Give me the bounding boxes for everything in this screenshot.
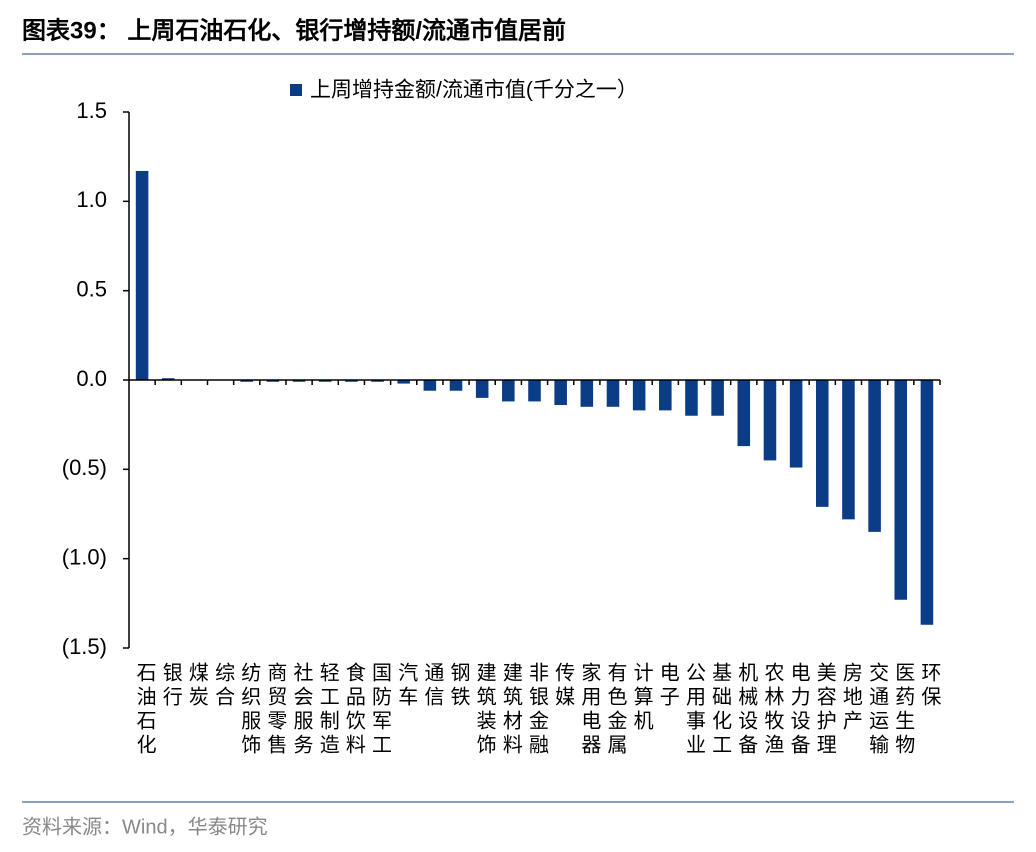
x-tick-label: 纺织服饰	[238, 662, 261, 758]
bar	[318, 380, 332, 382]
bar	[475, 380, 489, 398]
x-tick-label: 汽车	[395, 662, 418, 710]
x-tick-label: 综合	[212, 662, 235, 710]
x-tick-label: 轻工制造	[316, 662, 339, 758]
bar	[161, 378, 175, 380]
bar	[449, 380, 463, 391]
x-tick-label: 交通运输	[866, 662, 889, 758]
x-tick-label: 基础化工	[709, 662, 732, 758]
bar	[868, 380, 881, 532]
bar	[763, 380, 777, 461]
x-tick-label: 机械设备	[735, 662, 758, 758]
bar	[894, 380, 908, 600]
x-tick-label: 商贸零售	[264, 662, 287, 758]
x-tick-label: 电子	[656, 662, 678, 710]
x-tick-label: 社会服务	[290, 662, 313, 758]
x-tick-label: 钢铁	[447, 662, 470, 710]
x-tick-label: 有色金属	[604, 662, 627, 758]
y-tick-label: 0.5	[76, 276, 107, 301]
x-tick-label: 食品饮料	[342, 662, 365, 758]
y-tick-label: 1.0	[76, 187, 107, 212]
y-tick-label: 0.0	[76, 366, 107, 391]
bar	[135, 170, 149, 380]
bar	[266, 380, 280, 382]
x-tick-label: 家用电器	[578, 662, 601, 758]
bar	[737, 380, 751, 447]
x-tick-label: 美容护理	[813, 662, 836, 758]
x-tick-label: 计算机	[630, 662, 653, 734]
bar	[789, 380, 803, 468]
bar	[554, 380, 567, 406]
y-tick-label: (1.0)	[62, 544, 107, 569]
source: 资料来源：Wind，华泰研究	[22, 815, 268, 838]
x-tick-label: 公用事业	[682, 662, 705, 758]
bar	[711, 380, 724, 416]
y-tick-label: (1.5)	[62, 634, 107, 659]
x-tick-label: 非银金融	[526, 662, 549, 758]
bar	[423, 380, 437, 391]
bar	[345, 380, 358, 382]
bar	[371, 380, 384, 382]
bar	[502, 380, 515, 402]
x-tick-label: 房地产	[839, 662, 862, 734]
x-tick-label: 农林牧渔	[761, 662, 784, 758]
bar	[685, 380, 698, 416]
bar	[580, 380, 594, 407]
bar	[632, 380, 646, 411]
x-tick-label: 医药生物	[892, 662, 915, 758]
bar	[528, 380, 541, 402]
y-tick-label: (0.5)	[62, 455, 107, 480]
bar	[920, 380, 934, 625]
bar	[606, 380, 620, 407]
x-tick-label: 银行	[159, 662, 182, 710]
chart-title: 图表39： 上周石油石化、银行增持额/流通市值居前	[22, 16, 566, 44]
x-tick-label: 环保	[918, 662, 941, 710]
bar	[815, 380, 829, 507]
x-tick-label: 国防军工	[369, 662, 391, 758]
bar	[397, 380, 410, 384]
x-tick-label: 煤炭	[185, 662, 208, 710]
y-tick-label: 1.5	[76, 98, 107, 123]
bar	[292, 380, 306, 382]
legend-swatch	[290, 84, 302, 96]
x-tick-label: 电力设备	[787, 662, 810, 758]
x-tick-label: 石油石化	[133, 662, 156, 758]
bar	[659, 380, 672, 411]
x-tick-label: 建筑装饰	[473, 662, 496, 758]
bar	[842, 380, 855, 520]
x-tick-label: 建筑材料	[499, 662, 522, 758]
bar	[240, 380, 254, 382]
legend-label: 上周增持金额/流通市值(千分之一）	[310, 79, 638, 102]
x-tick-label: 通信	[421, 662, 444, 710]
x-tick-label: 传媒	[552, 662, 575, 710]
